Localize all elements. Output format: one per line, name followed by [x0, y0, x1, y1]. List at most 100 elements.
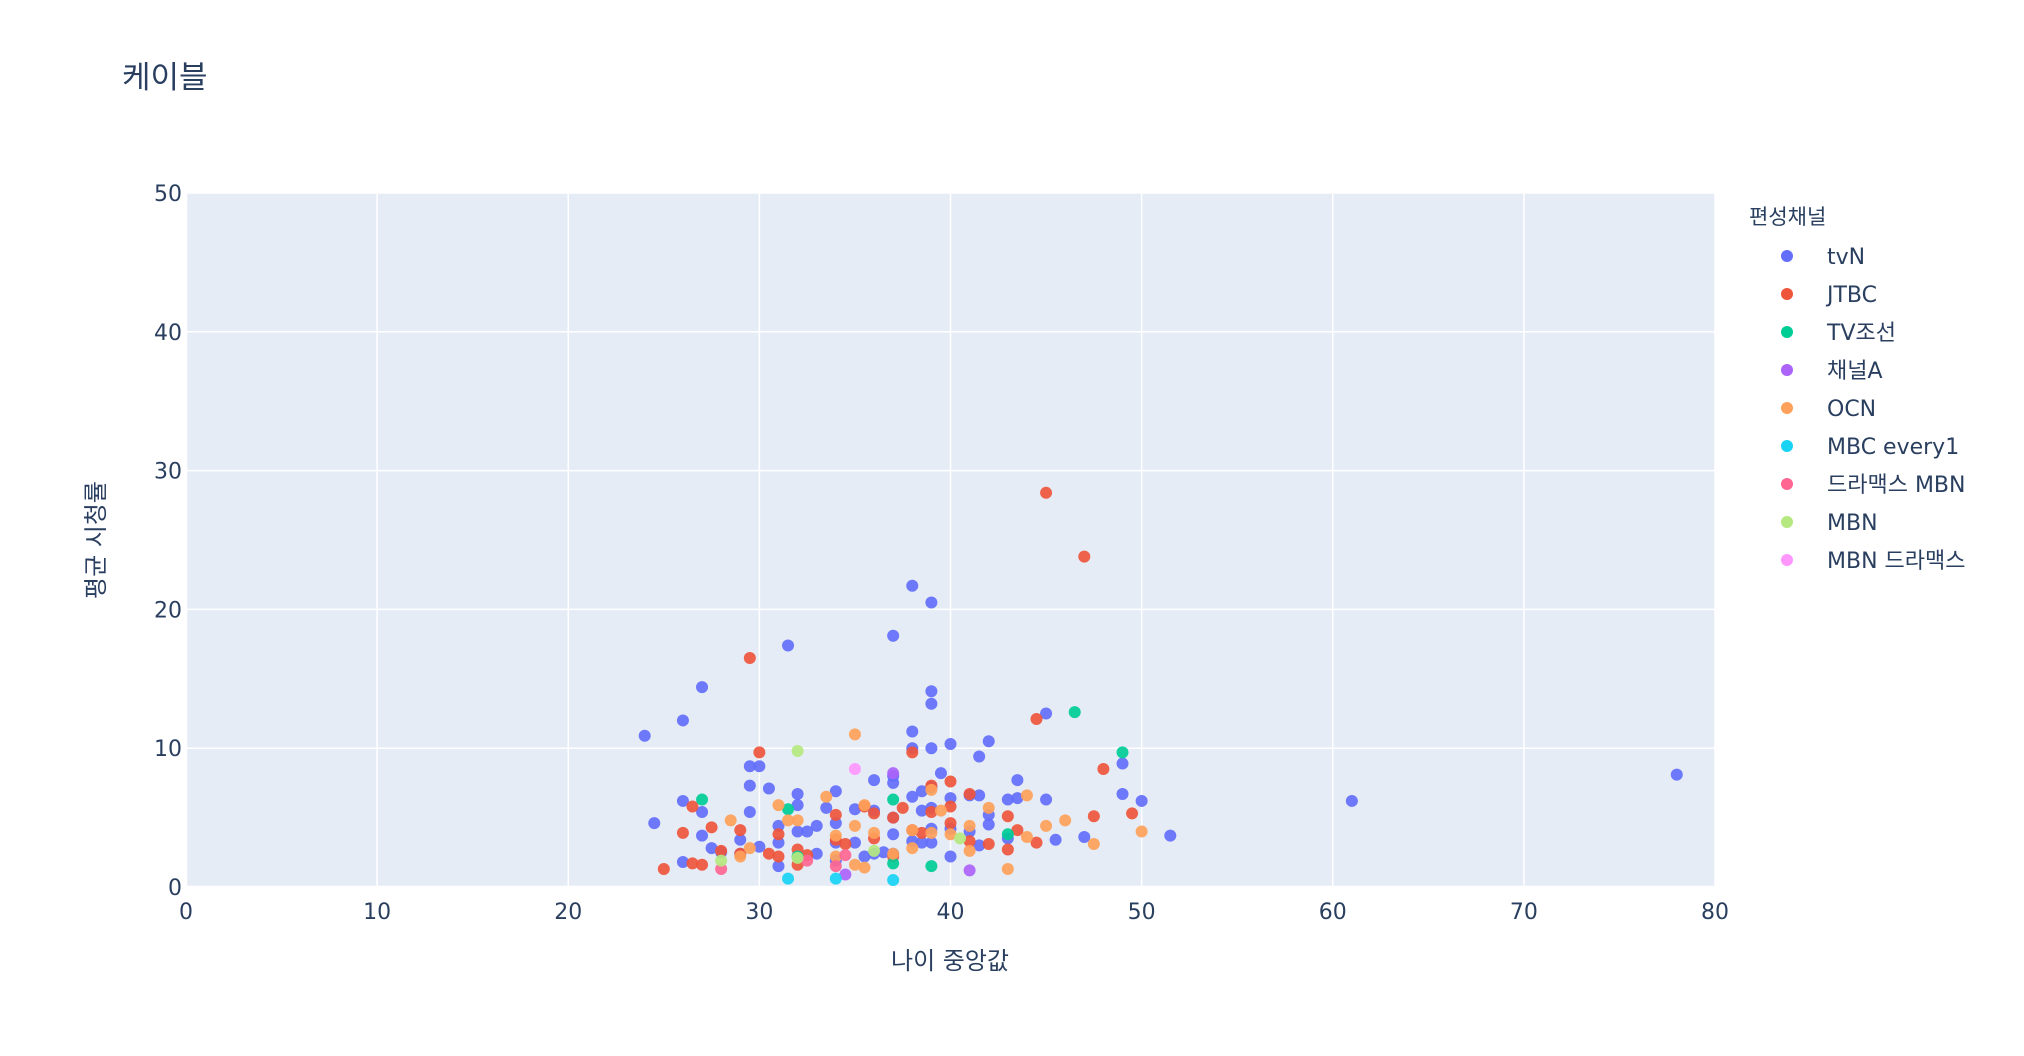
data-point[interactable]: [743, 842, 756, 855]
data-point[interactable]: [686, 800, 699, 813]
data-point[interactable]: [829, 829, 842, 842]
data-point[interactable]: [772, 799, 785, 812]
data-point[interactable]: [944, 738, 957, 751]
legend-item[interactable]: OCN: [1781, 397, 1876, 422]
data-point[interactable]: [1078, 550, 1091, 563]
data-point[interactable]: [829, 808, 842, 821]
data-point[interactable]: [868, 807, 881, 820]
data-point[interactable]: [963, 819, 976, 832]
data-point[interactable]: [906, 746, 919, 759]
data-point[interactable]: [1040, 793, 1053, 806]
data-point[interactable]: [753, 746, 766, 759]
data-point[interactable]: [801, 854, 814, 867]
data-point[interactable]: [944, 828, 957, 841]
legend-item[interactable]: 채널A: [1781, 359, 1883, 384]
data-point[interactable]: [810, 819, 823, 832]
data-point[interactable]: [887, 828, 900, 841]
data-point[interactable]: [934, 804, 947, 817]
data-point[interactable]: [782, 803, 795, 816]
data-point[interactable]: [791, 744, 804, 757]
legend-item[interactable]: JTBC: [1781, 283, 1877, 308]
data-point[interactable]: [925, 836, 938, 849]
data-point[interactable]: [772, 836, 785, 849]
data-point[interactable]: [705, 821, 718, 834]
data-point[interactable]: [791, 814, 804, 827]
data-point[interactable]: [1116, 746, 1129, 759]
data-point[interactable]: [782, 639, 795, 652]
data-point[interactable]: [925, 860, 938, 873]
data-point[interactable]: [887, 874, 900, 887]
data-point[interactable]: [839, 868, 852, 881]
data-point[interactable]: [925, 783, 938, 796]
data-point[interactable]: [1040, 707, 1053, 720]
data-point[interactable]: [1011, 824, 1024, 837]
data-point[interactable]: [887, 793, 900, 806]
data-point[interactable]: [686, 857, 699, 870]
data-point[interactable]: [829, 860, 842, 873]
data-point[interactable]: [944, 792, 957, 805]
data-point[interactable]: [1040, 819, 1053, 832]
data-point[interactable]: [1087, 837, 1100, 850]
data-point[interactable]: [925, 596, 938, 609]
data-point[interactable]: [696, 681, 709, 694]
data-point[interactable]: [1030, 713, 1043, 726]
legend-item[interactable]: tvN: [1781, 245, 1865, 270]
data-point[interactable]: [676, 794, 689, 807]
data-point[interactable]: [734, 850, 747, 863]
legend-item[interactable]: MBN 드라맥스: [1781, 549, 1966, 574]
data-point[interactable]: [1001, 828, 1014, 841]
data-point[interactable]: [887, 857, 900, 870]
data-point[interactable]: [973, 789, 986, 802]
data-point[interactable]: [934, 767, 947, 780]
data-point[interactable]: [848, 819, 861, 832]
data-point[interactable]: [906, 842, 919, 855]
data-point[interactable]: [868, 826, 881, 839]
data-point[interactable]: [829, 785, 842, 798]
data-point[interactable]: [848, 728, 861, 741]
data-point[interactable]: [906, 579, 919, 592]
data-point[interactable]: [1001, 810, 1014, 823]
data-point[interactable]: [848, 836, 861, 849]
legend-item[interactable]: TV조선: [1781, 321, 1896, 346]
data-point[interactable]: [1011, 792, 1024, 805]
data-point[interactable]: [1087, 810, 1100, 823]
data-point[interactable]: [791, 788, 804, 801]
data-point[interactable]: [676, 826, 689, 839]
data-point[interactable]: [829, 850, 842, 863]
data-point[interactable]: [1049, 833, 1062, 846]
data-point[interactable]: [925, 742, 938, 755]
data-point[interactable]: [772, 850, 785, 863]
data-point[interactable]: [820, 801, 833, 814]
data-point[interactable]: [954, 832, 967, 845]
data-point[interactable]: [762, 782, 775, 795]
data-point[interactable]: [1135, 794, 1148, 807]
data-point[interactable]: [887, 629, 900, 642]
data-point[interactable]: [896, 801, 909, 814]
data-point[interactable]: [734, 833, 747, 846]
data-point[interactable]: [963, 835, 976, 848]
data-point[interactable]: [1040, 486, 1053, 499]
data-point[interactable]: [676, 856, 689, 869]
data-point[interactable]: [705, 842, 718, 855]
data-point[interactable]: [944, 817, 957, 830]
data-point[interactable]: [724, 814, 737, 827]
data-point[interactable]: [906, 790, 919, 803]
data-point[interactable]: [1135, 825, 1148, 838]
data-point[interactable]: [915, 804, 928, 817]
data-point[interactable]: [925, 697, 938, 710]
data-point[interactable]: [734, 824, 747, 837]
data-point[interactable]: [1020, 789, 1033, 802]
data-point[interactable]: [963, 788, 976, 801]
data-point[interactable]: [963, 864, 976, 877]
data-point[interactable]: [944, 800, 957, 813]
data-point[interactable]: [925, 826, 938, 839]
legend-item[interactable]: 드라맥스 MBN: [1781, 473, 1966, 498]
data-point[interactable]: [1001, 862, 1014, 875]
data-point[interactable]: [1097, 763, 1110, 776]
data-point[interactable]: [772, 860, 785, 873]
data-point[interactable]: [753, 760, 766, 773]
data-point[interactable]: [1020, 831, 1033, 844]
data-point[interactable]: [1670, 768, 1683, 781]
data-point[interactable]: [848, 858, 861, 871]
data-point[interactable]: [696, 793, 709, 806]
